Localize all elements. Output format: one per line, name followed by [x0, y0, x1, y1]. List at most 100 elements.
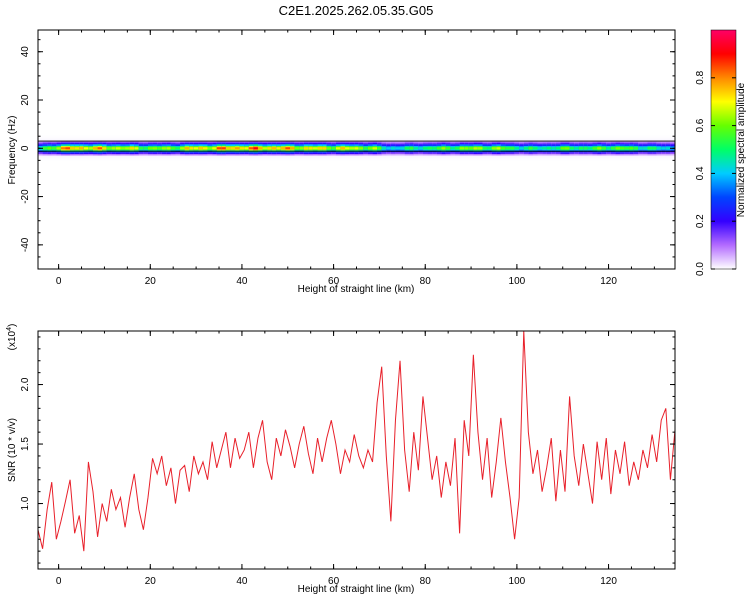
- spectrogram-cell: [395, 147, 401, 150]
- snr-x-label: Height of straight line (km): [298, 584, 415, 595]
- colorbar-tick-label: 0.4: [695, 166, 706, 180]
- spectrogram-cell: [358, 147, 364, 150]
- colorbar-tick-label: 0.0: [695, 262, 706, 276]
- spectrogram-cell: [65, 147, 71, 150]
- spectrogram-cell: [647, 147, 653, 150]
- spectrogram-cell: [665, 147, 671, 150]
- spectrogram-cell: [92, 147, 98, 150]
- spectrogram-cell: [120, 147, 126, 150]
- spectrogram-cell: [523, 147, 529, 150]
- spectrogram-cell: [303, 147, 309, 150]
- figure-title: C2E1.2025.262.05.35.G05: [279, 3, 434, 18]
- snr-series-line: [37, 330, 676, 552]
- spectrogram-cell: [542, 147, 547, 150]
- spectrogram-cell: [565, 147, 570, 150]
- spectrogram-cell: [235, 147, 240, 150]
- spectrogram-cell: [331, 147, 337, 150]
- y-tick-label: -40: [20, 237, 31, 252]
- spectrogram-cell: [445, 147, 451, 150]
- x-tick-label: 0: [56, 276, 62, 287]
- spectrogram-cell: [386, 147, 392, 150]
- spectrogram-cell: [129, 147, 135, 150]
- spectrogram-cell: [88, 147, 94, 150]
- spectrogram-cell: [276, 147, 282, 150]
- spectrogram-cell: [326, 147, 332, 150]
- spectrogram-cell: [606, 147, 612, 150]
- spectrogram-cell: [189, 147, 195, 150]
- x-tick-label: 120: [600, 276, 617, 287]
- spectrogram-cell: [257, 147, 263, 150]
- spectrogram-cell: [624, 147, 630, 150]
- spectrogram-cell: [354, 147, 360, 150]
- spectrogram-cell: [125, 147, 130, 150]
- spectrogram-cell: [390, 147, 396, 150]
- spectrogram-cell: [455, 147, 460, 150]
- spectrogram-cell: [615, 147, 621, 150]
- spectrogram-cell: [372, 147, 378, 150]
- spectrogram-cell: [157, 147, 163, 150]
- spectrogram-cell: [473, 147, 479, 150]
- spectrogram-cell: [496, 147, 502, 150]
- spectrogram-panel: 0 20 40 60 80 100 120 40 20 0 -20 -40 Height of st…: [7, 29, 676, 295]
- spectrogram-cell: [661, 147, 667, 150]
- x-tick-label: 60: [328, 576, 340, 587]
- x-tick-label: 100: [509, 576, 526, 587]
- spectrogram-cell: [212, 147, 218, 150]
- spectrogram-cell: [221, 147, 227, 150]
- spectrogram-cell: [427, 147, 433, 150]
- spectrogram-cell: [308, 147, 314, 150]
- x-tick-label: 120: [600, 576, 617, 587]
- spectrogram-cell: [477, 147, 483, 150]
- snr-panel: 0 20 40 60 80 100 120 1.0 1.5 2.0 Height of stra…: [6, 324, 676, 595]
- snr-frame: [37, 330, 676, 570]
- spectrogram-cell: [528, 147, 534, 150]
- spectrogram-cell: [422, 147, 428, 150]
- spectrogram-cell: [400, 147, 405, 150]
- spectrogram-cell: [349, 147, 355, 150]
- spectrogram-cell: [312, 147, 318, 150]
- spectrogram-cell: [111, 147, 117, 150]
- spectrogram-cell: [244, 147, 250, 150]
- spectrogram-cell: [60, 147, 66, 150]
- spectrogram-cell: [285, 147, 291, 150]
- spectrogram-cell: [340, 147, 346, 150]
- y-tick-label: -20: [20, 189, 31, 204]
- spectrogram-cell: [317, 147, 323, 150]
- spectrogram-cell: [551, 147, 557, 150]
- spectrogram-cell: [134, 147, 140, 150]
- spectrogram-cell: [56, 147, 62, 150]
- spectrogram-cell: [441, 147, 447, 150]
- y-tick-label: 0: [20, 145, 31, 151]
- spectrogram-cell: [138, 147, 144, 150]
- spectrogram-cell: [587, 147, 593, 150]
- colorbar-gradient: [710, 29, 737, 270]
- x-tick-label: 100: [509, 276, 526, 287]
- spectrogram-band: [38, 133, 676, 163]
- spectrogram-cell: [239, 147, 245, 150]
- spectrogram-cell: [592, 147, 598, 150]
- spectrogram-cell: [597, 147, 602, 150]
- y-tick-label: 1.5: [20, 437, 31, 451]
- colorbar-label: Normalized spectral amplitude: [736, 82, 747, 217]
- y-tick-label: 20: [20, 94, 31, 106]
- colorbar: 0.0 0.2 0.4 0.6 0.8 Normalized spectral ampl…: [695, 29, 747, 276]
- spectrogram-cell: [193, 147, 199, 150]
- x-tick-label: 80: [420, 576, 432, 587]
- spectrogram-cell: [262, 147, 268, 150]
- spectrogram-cell: [143, 147, 149, 150]
- spectrogram-cell: [363, 147, 369, 150]
- spectrogram-cell: [47, 147, 53, 150]
- spectrogram-cell: [404, 147, 410, 150]
- spectrogram-cell: [202, 147, 208, 150]
- y-tick-label: 40: [20, 46, 31, 58]
- spectrogram-cell: [464, 147, 470, 150]
- spectrogram-cell: [610, 147, 616, 150]
- spectrogram-cell: [629, 147, 635, 150]
- spectrogram-cell: [377, 147, 382, 150]
- spectrogram-cell: [74, 147, 80, 150]
- spectrogram-cell: [115, 147, 121, 150]
- spectrogram-cell: [578, 147, 584, 150]
- spectrogram-cell: [267, 147, 273, 150]
- spectrogram-cell: [652, 147, 657, 150]
